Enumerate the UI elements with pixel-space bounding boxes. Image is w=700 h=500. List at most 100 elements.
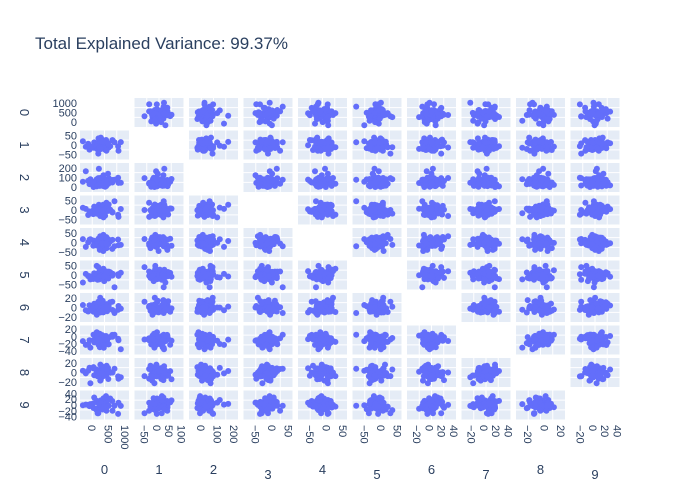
data-point <box>264 182 271 189</box>
data-point <box>277 147 284 154</box>
data-point <box>79 279 86 286</box>
data-point <box>252 274 259 281</box>
data-point <box>526 107 533 114</box>
data-point <box>353 331 360 338</box>
data-point <box>150 241 157 248</box>
data-point <box>149 208 156 215</box>
data-point <box>97 146 104 152</box>
data-point <box>475 304 482 311</box>
data-point <box>96 246 103 253</box>
panel-0-5 <box>352 98 402 129</box>
data-point <box>111 139 118 146</box>
data-point <box>582 304 589 311</box>
data-point <box>95 336 102 343</box>
data-point <box>469 206 476 213</box>
data-point <box>353 139 360 146</box>
data-point <box>214 214 221 221</box>
data-point <box>578 207 585 213</box>
data-point <box>428 214 435 221</box>
data-point <box>429 199 435 206</box>
data-point <box>470 236 477 243</box>
data-point <box>423 332 430 339</box>
data-point <box>146 180 153 187</box>
data-point <box>87 176 94 183</box>
data-point <box>353 103 360 110</box>
data-point <box>274 341 281 348</box>
data-point <box>387 236 394 242</box>
data-point <box>531 236 538 242</box>
data-point <box>313 103 319 110</box>
data-point <box>95 298 102 305</box>
data-point <box>474 145 481 152</box>
data-point <box>200 304 207 311</box>
data-point <box>319 119 326 126</box>
data-point <box>438 207 445 213</box>
data-point <box>305 142 312 149</box>
data-point <box>486 180 492 187</box>
data-point <box>587 297 594 304</box>
panel-2-4 <box>298 163 347 192</box>
panel-7-6 <box>407 325 456 355</box>
data-point <box>161 307 168 314</box>
data-point <box>441 139 447 146</box>
data-point <box>266 99 273 106</box>
panel-4-9 <box>570 228 620 257</box>
data-point <box>103 304 110 311</box>
data-point <box>209 207 216 213</box>
data-point <box>146 304 153 311</box>
data-point <box>429 335 435 342</box>
data-point <box>594 305 601 312</box>
data-point <box>526 207 533 214</box>
data-point <box>141 298 148 305</box>
data-point <box>524 111 531 118</box>
data-point <box>548 245 555 252</box>
data-point <box>361 302 368 308</box>
data-point <box>594 300 600 307</box>
data-point <box>531 146 538 152</box>
data-point <box>149 234 156 241</box>
data-point <box>576 211 583 218</box>
data-point <box>419 284 426 291</box>
data-point <box>254 175 261 181</box>
data-point <box>79 367 86 374</box>
data-point <box>481 275 488 282</box>
data-point <box>259 300 265 307</box>
data-point <box>389 241 396 248</box>
data-point <box>317 180 324 187</box>
data-point <box>277 304 284 311</box>
data-point <box>548 337 554 344</box>
data-point <box>428 206 435 213</box>
data-point <box>111 284 118 291</box>
data-point <box>592 294 599 301</box>
data-point <box>435 181 442 188</box>
data-point <box>600 341 607 348</box>
data-point <box>206 284 213 291</box>
data-point <box>100 273 107 280</box>
panel-6-3 <box>243 293 293 322</box>
data-point <box>87 210 94 217</box>
data-point <box>264 138 271 145</box>
panel-1-5 <box>352 130 402 160</box>
data-point <box>423 207 430 214</box>
data-point <box>429 268 435 275</box>
data-point <box>526 241 533 248</box>
panel-4-1 <box>134 228 184 257</box>
data-point <box>372 119 379 126</box>
data-point <box>491 266 498 273</box>
data-point <box>202 344 209 351</box>
data-point <box>479 231 486 238</box>
data-point <box>526 341 533 348</box>
panel-5-2 <box>189 260 238 291</box>
panel-3-9 <box>570 195 620 225</box>
data-point <box>543 240 550 247</box>
data-point <box>279 310 286 316</box>
panel-1-6 <box>407 130 456 160</box>
data-point <box>445 233 452 240</box>
data-point <box>151 294 158 301</box>
data-point <box>259 117 266 124</box>
data-point <box>111 365 118 372</box>
data-point <box>536 138 543 145</box>
panel-3-5 <box>352 195 402 225</box>
data-point <box>115 236 122 243</box>
data-point <box>161 165 168 172</box>
